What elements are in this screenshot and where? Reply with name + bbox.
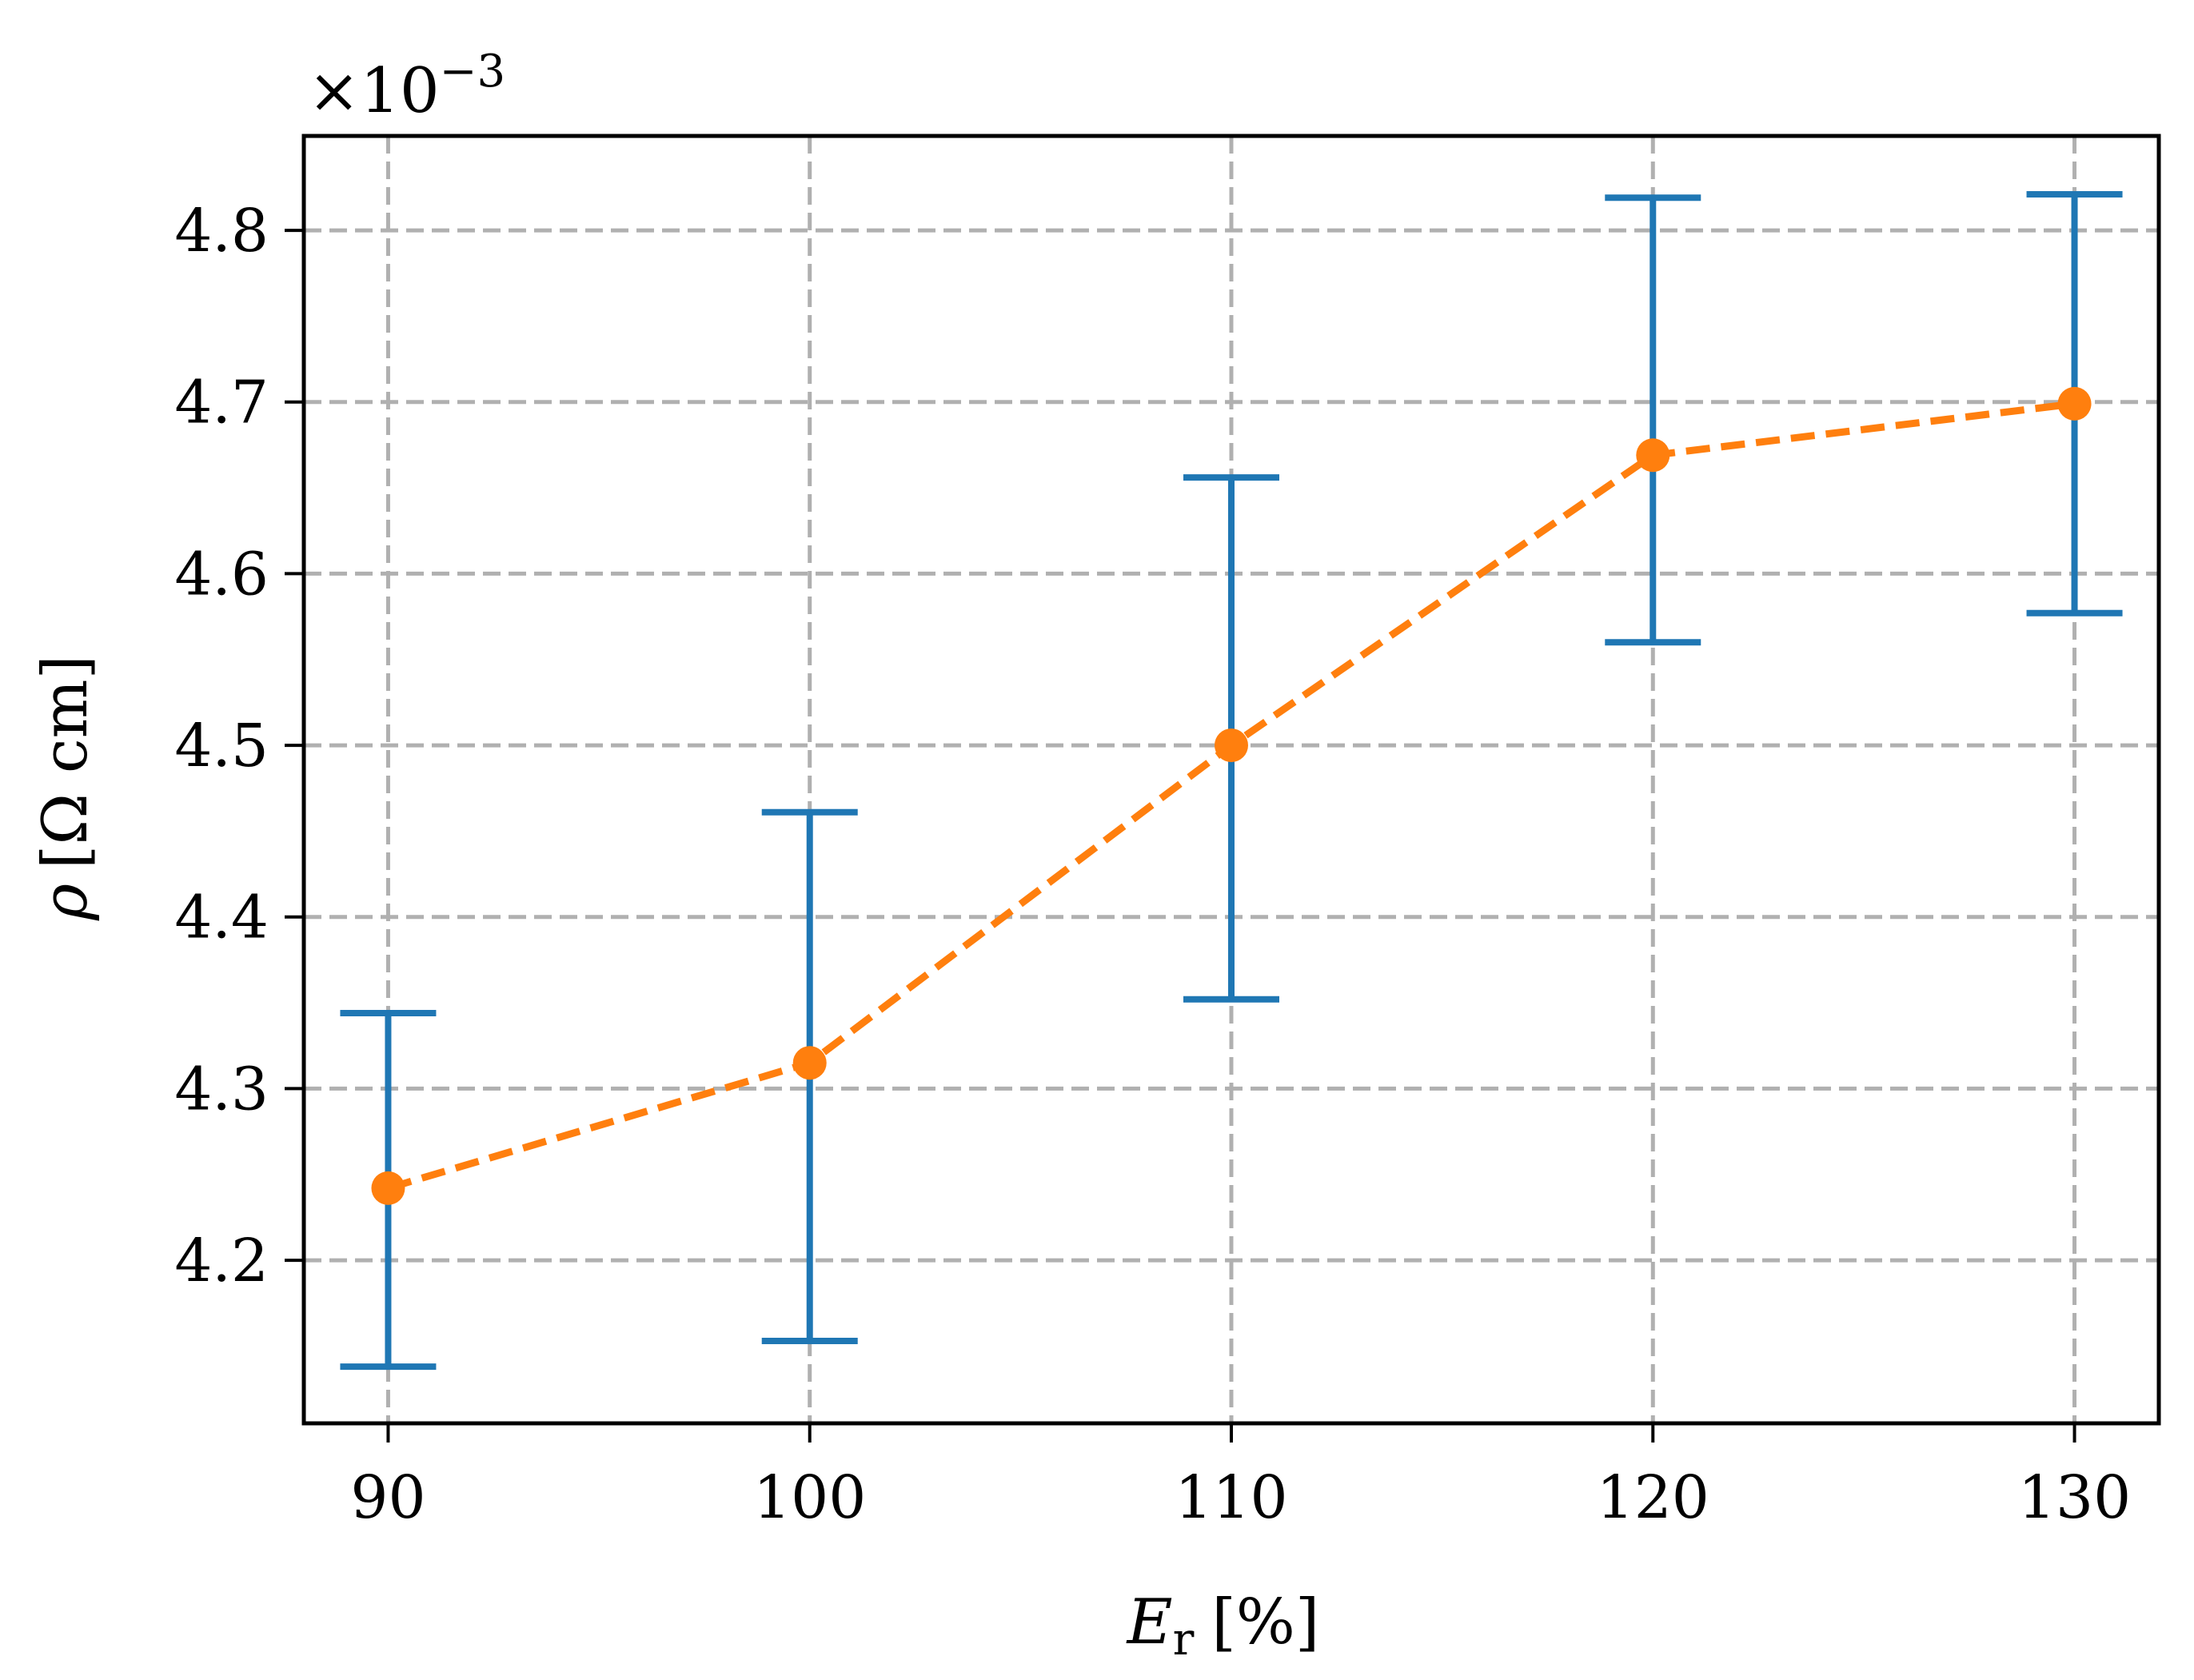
data-point	[1215, 728, 1248, 763]
x-tick-label: 130	[2018, 1463, 2131, 1532]
x-tick-label: 110	[1175, 1463, 1287, 1532]
y-axis-label-symbol: ρ	[30, 884, 102, 921]
y-tick-label: 4.2	[174, 1227, 269, 1295]
y-tick-label: 4.7	[174, 369, 269, 437]
x-axis-label-subscript: r	[1173, 1614, 1195, 1666]
data-point	[792, 1046, 827, 1080]
data-point	[1636, 438, 1670, 473]
x-axis-label-symbol: E	[1126, 1586, 1173, 1658]
x-tick-label: 100	[753, 1463, 866, 1532]
x-tick-label: 120	[1597, 1463, 1709, 1532]
x-axis-label-unit: [%]	[1211, 1586, 1319, 1658]
y-tick-label: 4.4	[174, 884, 269, 952]
offset-exponent: −3	[440, 46, 506, 98]
x-tick-label: 90	[350, 1463, 425, 1532]
y-tick-label: 4.8	[174, 197, 269, 265]
y-tick-label: 4.6	[174, 540, 269, 609]
offset-text: ×10−3	[308, 46, 505, 127]
x-axis-label: Er [%]	[1126, 1586, 1320, 1666]
y-tick-label: 4.3	[174, 1055, 269, 1123]
y-axis-ticks: 4.2 4.3 4.4 4.5 4.6 4.7 4.8	[174, 197, 304, 1295]
offset-base: ×10	[308, 55, 440, 127]
data-point	[371, 1171, 405, 1205]
y-axis-label-unit: [Ω cm]	[30, 655, 102, 869]
data-point	[2057, 386, 2092, 421]
x-axis-ticks: 90 100 110 120 130	[350, 1423, 2131, 1532]
y-tick-label: 4.5	[174, 712, 269, 780]
y-axis-label: ρ [Ω cm]	[30, 655, 102, 921]
data-markers	[371, 386, 2092, 1205]
